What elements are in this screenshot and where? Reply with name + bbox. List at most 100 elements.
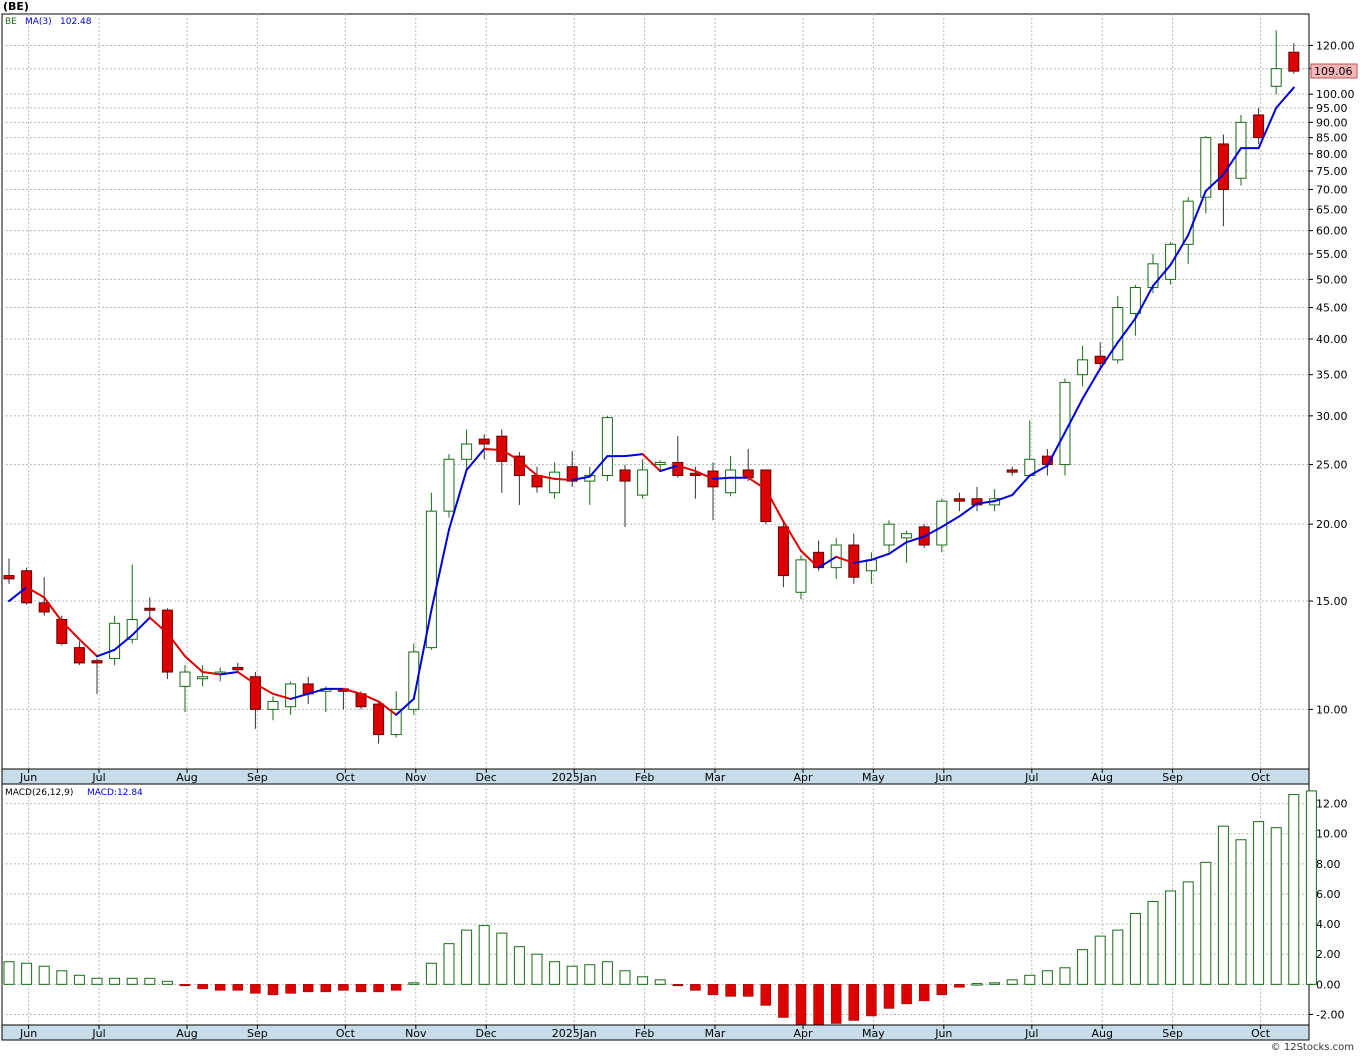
month-label: Sep — [1162, 1027, 1183, 1040]
ma-segment — [360, 692, 380, 703]
ma-segment — [465, 448, 486, 471]
macd-bar — [707, 984, 719, 996]
ma-segment — [96, 648, 116, 658]
macd-bar — [1112, 929, 1124, 985]
ma-segment — [923, 525, 943, 538]
price-tick-label: 30.00 — [1316, 410, 1348, 423]
candle-body — [672, 461, 684, 476]
macd-tick-label: 6.00 — [1316, 888, 1341, 901]
macd-bar — [214, 984, 226, 991]
candle-body — [901, 533, 913, 539]
macd-bar — [232, 984, 244, 991]
ma-segment — [694, 470, 714, 480]
month-label: Apr — [793, 1027, 813, 1040]
macd-bar — [760, 984, 772, 1006]
candle-body — [38, 602, 50, 613]
candle-body — [1217, 143, 1229, 190]
macd-bar — [1253, 821, 1265, 985]
price-tick-label: 65.00 — [1316, 203, 1348, 216]
macd-bar — [285, 984, 296, 994]
macd-bar — [109, 977, 121, 985]
candle-body — [1182, 200, 1194, 245]
macd-axis: -2.00 0.00 2.00 4.00 6.00 8.00 10.00 12.00 — [1309, 798, 1348, 1021]
ma-segment — [430, 528, 450, 612]
ma-segment — [993, 494, 1014, 503]
macd-bar — [1006, 979, 1018, 985]
macd-bar — [320, 984, 332, 993]
macd-bar — [1165, 890, 1177, 985]
month-label: Sep — [1162, 771, 1183, 784]
ma-segment — [518, 459, 538, 477]
legend-macd-value: MACD:12.84 — [87, 788, 143, 798]
macd-bar — [144, 977, 156, 985]
candle-body — [443, 458, 455, 512]
macd-panel: -2.00 0.00 2.00 4.00 6.00 8.00 10.00 12.00 MACD… — [1, 783, 1348, 1027]
ma-segment — [113, 634, 134, 651]
ma-segment — [641, 453, 662, 473]
moving-average — [8, 86, 1295, 716]
macd-bar — [1200, 861, 1212, 985]
ma-segment — [1257, 106, 1278, 150]
month-label: Aug — [1091, 1027, 1112, 1040]
macd-bar — [161, 980, 173, 985]
candle-body — [267, 700, 279, 710]
month-axis-bottom: Jun Jul Aug Sep Oct Nov Dec 2025Jan Feb Mar Apr May… — [1, 1024, 1310, 1041]
macd-bar — [390, 984, 402, 991]
price-tick-label: 35.00 — [1316, 369, 1348, 382]
macd-bar — [936, 984, 948, 996]
price-tick-label: 25.00 — [1316, 459, 1348, 472]
ma-segment — [747, 476, 767, 491]
macd-bar — [408, 982, 420, 985]
legend-ma-value: 102.48 — [60, 17, 92, 27]
candle-body — [1288, 51, 1300, 72]
month-label: Jul — [1024, 1027, 1038, 1040]
macd-bar — [883, 984, 895, 1009]
macd-tick-label: 2.00 — [1316, 948, 1341, 961]
month-label: Nov — [405, 771, 427, 784]
candle-body — [883, 523, 895, 546]
macd-bar — [355, 984, 367, 993]
macd-bar — [21, 962, 33, 985]
month-label: May — [862, 1027, 885, 1040]
month-label: Dec — [476, 771, 497, 784]
macd-bar — [478, 925, 490, 985]
macd-bar — [549, 961, 561, 985]
candle-body — [654, 461, 666, 466]
candle-body — [1235, 121, 1247, 179]
macd-bar — [866, 984, 877, 1017]
macd-bar — [848, 984, 860, 1021]
ma-segment — [782, 520, 802, 552]
ma-segment — [500, 449, 521, 462]
ma-segment — [166, 632, 186, 658]
macd-bar — [830, 984, 842, 1024]
candle-body — [1006, 469, 1018, 473]
macd-bar — [1059, 967, 1071, 985]
macd-bar — [267, 984, 279, 996]
price-tick-label: 55.00 — [1316, 248, 1348, 261]
macd-tick-label: 8.00 — [1316, 858, 1341, 871]
macd-bar — [373, 984, 384, 993]
candle-body — [373, 703, 385, 736]
last-price-label: 109.06 — [1314, 65, 1353, 78]
ma-segment — [852, 558, 873, 564]
macd-bar — [531, 953, 543, 985]
ma-segment — [764, 488, 785, 523]
month-label: Jul — [1024, 771, 1038, 784]
candle-body — [73, 647, 85, 664]
candle-body — [865, 559, 877, 572]
candle-body — [478, 438, 490, 445]
ma-segment — [1275, 86, 1295, 109]
month-label: Feb — [635, 1027, 654, 1040]
ma-segment — [1028, 464, 1049, 477]
macd-bar — [302, 984, 314, 993]
ma-segment — [201, 671, 222, 676]
last-price-box — [1310, 63, 1358, 79]
candle-body — [408, 651, 420, 710]
macd-bar — [1077, 949, 1089, 985]
month-label: 2025Jan — [552, 771, 597, 784]
macd-bar — [1041, 970, 1053, 985]
ma-segment — [1169, 234, 1190, 266]
macd-tick-label: 0.00 — [1316, 978, 1341, 991]
month-label: Mar — [705, 771, 726, 784]
macd-bar — [1270, 827, 1282, 985]
